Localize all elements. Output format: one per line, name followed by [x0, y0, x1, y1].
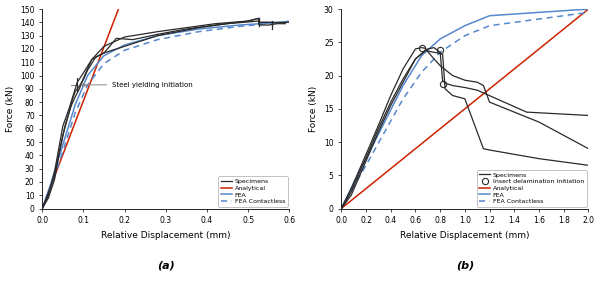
Text: Steel yielding initiation: Steel yielding initiation: [81, 82, 193, 88]
Legend: Specimens, Insert delamination initiation, Analytical, FEA, FEA Contactless: Specimens, Insert delamination initiatio…: [476, 170, 587, 207]
Y-axis label: Force (kN): Force (kN): [5, 86, 14, 132]
Y-axis label: Force (kN): Force (kN): [310, 86, 319, 132]
Legend: Specimens, Analytical, FEA, FEA Contactless: Specimens, Analytical, FEA, FEA Contactl…: [218, 176, 287, 207]
Text: (b): (b): [456, 260, 474, 270]
Text: (a): (a): [157, 260, 175, 270]
X-axis label: Relative Displacement (mm): Relative Displacement (mm): [101, 231, 230, 240]
X-axis label: Relative Displacement (mm): Relative Displacement (mm): [400, 231, 530, 240]
